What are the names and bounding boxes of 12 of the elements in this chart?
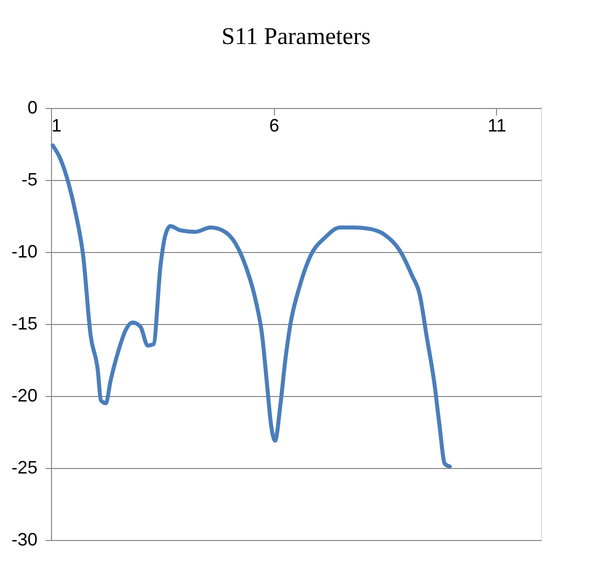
chart-title: S11 Parameters <box>221 24 371 50</box>
x-tick-label: 11 <box>488 116 506 136</box>
x-tick-label: 1 <box>52 116 62 136</box>
y-tick-label: -20 <box>11 386 38 406</box>
y-tick-label: -10 <box>11 242 38 262</box>
y-tick-label: -15 <box>11 314 38 334</box>
line-series <box>50 143 452 469</box>
x-tick-label: 6 <box>269 116 280 136</box>
y-tick-label: -25 <box>11 458 38 478</box>
y-tick-label: -5 <box>21 170 38 190</box>
y-tick-label: -30 <box>11 530 38 550</box>
y-tick-label: 0 <box>27 98 38 118</box>
